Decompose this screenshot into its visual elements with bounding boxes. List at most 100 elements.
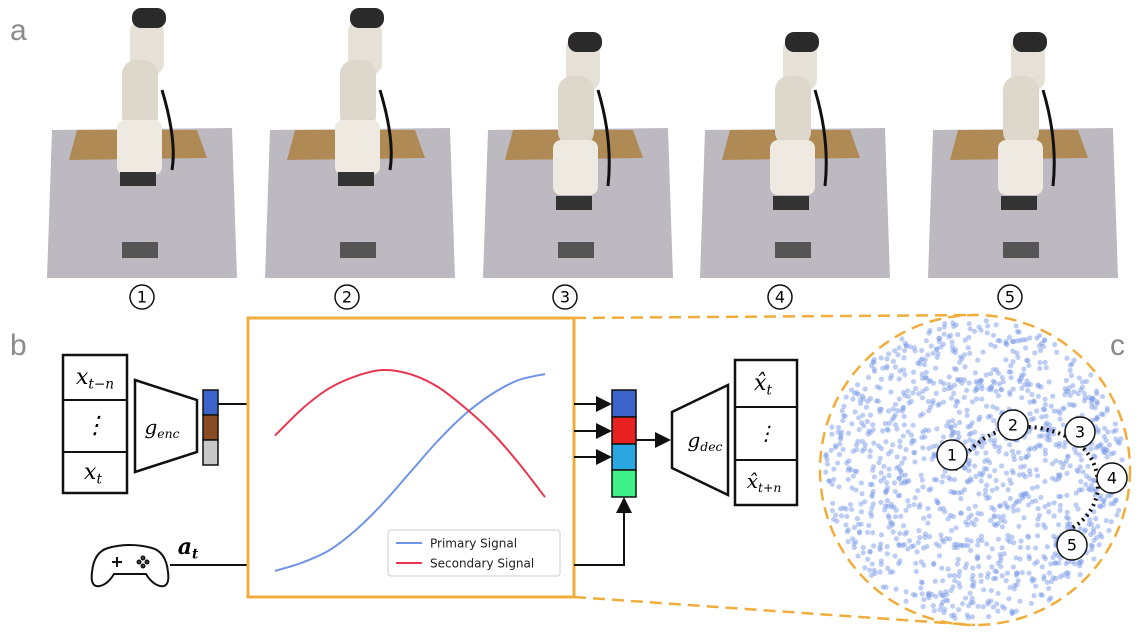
latent-dot — [835, 461, 840, 466]
latent-dot — [1084, 379, 1089, 384]
latent-dot — [852, 525, 857, 530]
latent-dot — [957, 410, 962, 415]
latent-dot — [824, 457, 829, 462]
latent-dot — [1046, 502, 1051, 507]
latent-dot — [1086, 522, 1091, 527]
arm-cap — [568, 32, 602, 52]
latent-dot — [897, 558, 902, 563]
latent-dot — [1048, 561, 1053, 566]
latent-dot — [827, 478, 832, 483]
latent-dot — [920, 395, 925, 400]
legend-label: Secondary Signal — [430, 557, 534, 571]
latent-dot — [838, 433, 843, 438]
latent-dot — [942, 332, 947, 337]
latent-dot — [920, 445, 925, 450]
latent-dot — [937, 327, 942, 332]
latent-dot — [839, 513, 844, 518]
latent-dot — [1044, 414, 1049, 419]
latent-dot — [1068, 463, 1073, 468]
latent-dot — [1000, 482, 1005, 487]
latent-dot — [987, 474, 992, 479]
latent-dot — [1064, 493, 1069, 498]
latent-dot — [1054, 350, 1059, 355]
latent-dot — [913, 386, 918, 391]
latent-dot — [840, 447, 845, 452]
figure: a b c xt−n⋮xtgencatgdecx̂t⋮x̂t+n12345123… — [0, 0, 1145, 635]
latent-dot — [920, 580, 925, 585]
latent-dot — [902, 480, 907, 485]
latent-dot — [888, 376, 893, 381]
latent-dot — [1098, 442, 1103, 447]
latent-dot — [964, 537, 969, 542]
latent-dot — [996, 449, 1001, 454]
latent-dot — [970, 565, 975, 570]
latent-dot — [865, 530, 870, 535]
latent-dot — [885, 428, 890, 433]
arm-cap — [132, 8, 166, 28]
latent-dot — [1065, 453, 1070, 458]
latent-dot — [1065, 510, 1070, 515]
latent-dot — [881, 464, 886, 469]
latent-dot — [1051, 513, 1056, 518]
latent-dot — [918, 585, 923, 590]
latent-dot — [1109, 519, 1114, 524]
latent-dot — [855, 553, 860, 558]
latent-dot — [865, 557, 870, 562]
gripper — [338, 172, 374, 186]
latent-dot — [1101, 450, 1106, 455]
zoom-line — [574, 315, 975, 318]
latent-dot — [1042, 397, 1047, 402]
latent-dot — [968, 548, 973, 553]
latent-dot — [930, 444, 935, 449]
latent-dot — [972, 464, 977, 469]
latent-point-label: 5 — [1067, 536, 1077, 555]
latent-dot — [1078, 572, 1083, 577]
latent-dot — [927, 328, 932, 333]
latent-dot — [893, 422, 898, 427]
latent-dot — [840, 408, 845, 413]
latent-dot — [1091, 556, 1096, 561]
latent-dot — [884, 356, 889, 361]
math-base: x̂ — [747, 469, 758, 493]
latent-dot — [939, 537, 944, 542]
latent-dot — [1045, 580, 1050, 585]
latent-dot — [968, 423, 973, 428]
latent-dot — [881, 475, 886, 480]
latent-dot — [994, 322, 999, 327]
math-sub: dec — [700, 439, 722, 454]
latent-dot — [841, 413, 846, 418]
latent-dot — [893, 364, 898, 369]
latent-dot — [1111, 429, 1116, 434]
latent-dot — [916, 540, 921, 545]
latent-dot — [994, 478, 999, 483]
latent-dot — [1031, 593, 1036, 598]
latent-dot — [911, 423, 916, 428]
latent-dot — [982, 459, 987, 464]
latent-dot — [841, 505, 846, 510]
latent-dot — [1039, 384, 1044, 389]
latent-dot — [981, 587, 986, 592]
marker — [340, 242, 376, 258]
latent-dot — [1008, 369, 1013, 374]
arm-cap — [785, 32, 819, 52]
latent-dot — [1007, 442, 1012, 447]
latent-dot — [1066, 385, 1071, 390]
latent-dot — [982, 466, 987, 471]
latent-dot — [984, 372, 989, 377]
latent-dot — [894, 508, 899, 513]
latent-dot — [949, 396, 954, 401]
latent-dot — [1040, 593, 1045, 598]
latent-dot — [950, 339, 955, 344]
latent-dot — [897, 396, 902, 401]
latent-dot — [863, 386, 868, 391]
latent-dot — [928, 486, 933, 491]
latent-dot — [1030, 578, 1035, 583]
latent-dot — [1104, 518, 1109, 523]
latent-dot — [1016, 524, 1021, 529]
latent-dot — [953, 350, 958, 355]
latent-dot — [1102, 434, 1107, 439]
latent-dot — [950, 344, 955, 349]
latent-dot — [925, 506, 930, 511]
latent-dot — [963, 596, 968, 601]
latent-dot — [920, 591, 925, 596]
